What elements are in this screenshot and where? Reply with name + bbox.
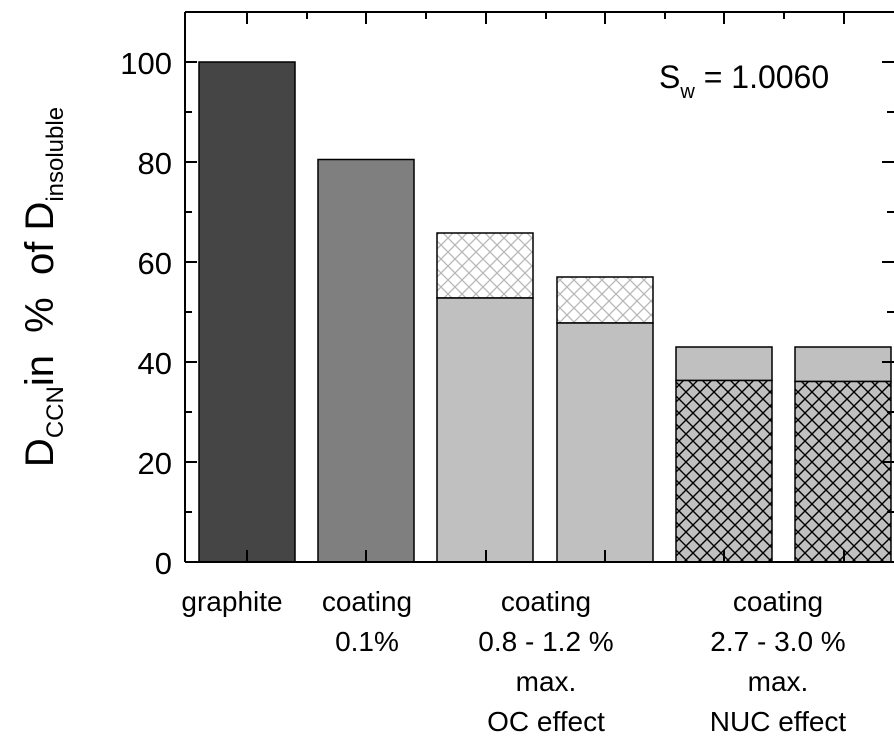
bar-upper-segment xyxy=(556,276,654,324)
x-ticks xyxy=(246,12,845,562)
bars xyxy=(198,61,892,563)
category-label-line: coating xyxy=(733,586,823,617)
annotation-rest: = 1.0060 xyxy=(695,59,829,95)
bar-lower-segment xyxy=(317,158,415,563)
bar-upper-segment xyxy=(794,346,892,383)
category-label-line: OC effect xyxy=(487,706,605,737)
category-label-coating-oc: coating 0.8 - 1.2 % max. OC effect xyxy=(478,586,613,737)
category-label-line: max. xyxy=(748,666,809,697)
category-label-graphite: graphite xyxy=(181,586,282,617)
category-label-line: graphite xyxy=(181,586,282,617)
y-ticks xyxy=(185,61,894,563)
annotation-main: S xyxy=(659,59,680,95)
category-label-coating-nuc: coating 2.7 - 3.0 % max. NUC effect xyxy=(710,586,847,737)
bar-lower-segment xyxy=(198,61,296,563)
y-axis-title-mid: in % of D xyxy=(18,202,62,387)
category-label-coating-0.1: coating 0.1% xyxy=(322,586,412,657)
y-axis-title-sub2: insoluble xyxy=(42,107,69,202)
y-axis-title-main: D xyxy=(18,438,62,467)
bar-lower-segment xyxy=(675,379,773,563)
category-label-line: 0.8 - 1.2 % xyxy=(478,626,613,657)
y-tick-label: 40 xyxy=(138,346,172,381)
y-tick-label: 60 xyxy=(138,246,172,281)
bar-upper-segment xyxy=(436,232,534,299)
bar-lower-segment xyxy=(436,297,534,563)
y-tick-label: 20 xyxy=(138,446,172,481)
axes xyxy=(184,11,894,563)
annotation: Sw = 1.0060 xyxy=(659,59,829,103)
category-label-line: NUC effect xyxy=(710,706,847,737)
y-tick-label: 100 xyxy=(120,46,172,81)
category-label-line: max. xyxy=(516,666,577,697)
category-label-line: 0.1% xyxy=(335,626,399,657)
y-axis-title-sub1: CCN xyxy=(42,386,69,438)
annotation-sub: w xyxy=(679,81,695,103)
bar-lower-segment xyxy=(794,380,892,563)
bar-lower-segment xyxy=(556,322,654,563)
bar-upper-segment xyxy=(675,346,773,382)
category-label-line: coating xyxy=(501,586,591,617)
y-tick-label: 0 xyxy=(155,546,172,581)
category-label-line: coating xyxy=(322,586,412,617)
y-tick-label: 80 xyxy=(138,146,172,181)
category-label-line: 2.7 - 3.0 % xyxy=(710,626,845,657)
svg-text:DCCNin % of Dinsoluble: DCCNin % of Dinsoluble xyxy=(18,107,69,467)
y-axis-title: DCCNin % of Dinsoluble xyxy=(18,107,69,467)
